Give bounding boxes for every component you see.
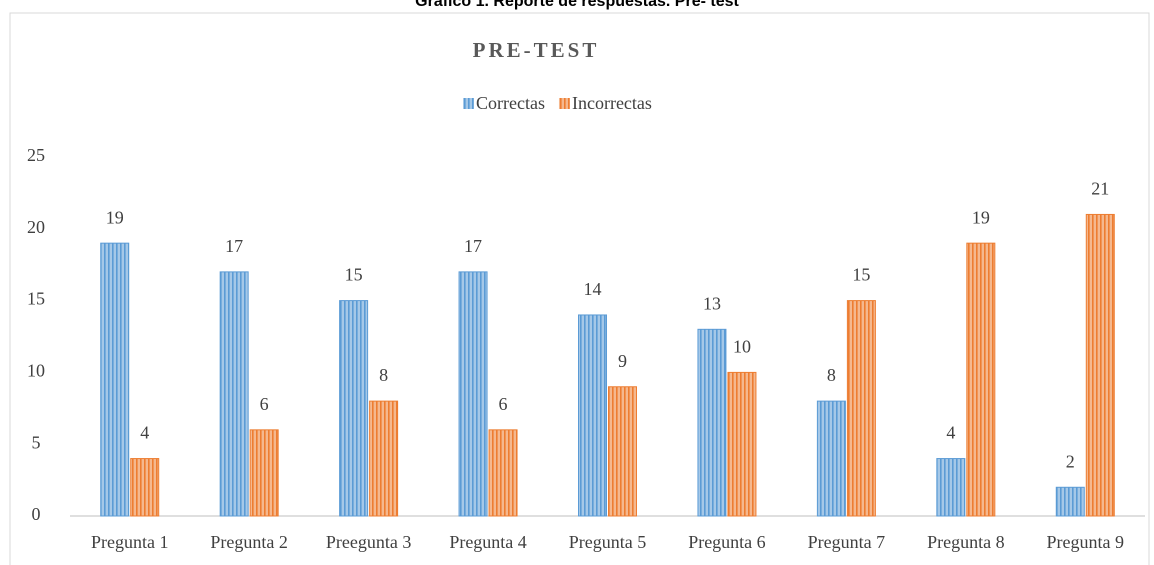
bar [578,314,607,517]
legend-label: Correctas [476,93,545,113]
x-tick-label: Pregunta 4 [449,532,526,552]
bar [846,300,876,517]
bar [697,328,727,517]
bar [936,458,966,517]
value-label: 15 [345,265,363,285]
bar [966,242,996,517]
value-label: 2 [1066,451,1075,471]
value-label: 4 [946,423,955,443]
value-label: 6 [260,394,269,414]
y-tick-label: 20 [27,217,45,237]
y-tick-label: 25 [27,145,45,165]
bar [339,300,369,517]
figure-caption: Gráfico 1. Reporte de respuestas. Pre- t… [415,0,739,10]
bar [458,271,488,517]
value-label: 6 [499,394,508,414]
bar [727,371,757,517]
value-label: 15 [852,265,870,285]
x-tick-label: Pregunta 2 [210,532,287,552]
y-tick-label: 0 [32,504,41,524]
value-label: 19 [106,207,124,227]
value-label: 8 [827,365,836,385]
value-label: 13 [703,293,721,313]
x-tick-label: Preegunta 3 [326,532,411,552]
value-label: 8 [379,365,388,385]
legend-swatch [558,98,570,109]
chart-title: PRE-TEST [473,38,600,62]
bar [249,429,279,517]
bar [1085,213,1115,517]
value-label: 4 [140,423,149,443]
bar [1055,486,1085,517]
bar [100,242,130,517]
x-tick-label: Pregunta 8 [927,532,1004,552]
bar [816,400,846,517]
value-label: 17 [464,236,482,256]
x-tick-label: Pregunta 1 [91,532,168,552]
bar [219,271,249,517]
x-tick-label: Pregunta 6 [688,532,765,552]
value-label: 17 [225,236,243,256]
x-tick-label: Pregunta 5 [569,532,646,552]
x-tick-label: Pregunta 9 [1047,532,1124,552]
value-label: 10 [733,337,751,357]
bar [369,400,399,517]
y-tick-label: 10 [27,361,45,381]
legend-swatch [463,98,474,109]
value-label: 14 [584,279,602,299]
bar [130,458,160,517]
y-tick-label: 5 [32,432,41,452]
value-label: 19 [972,207,990,227]
value-label: 21 [1091,179,1109,199]
x-tick-label: Pregunta 7 [808,532,885,552]
bar [608,386,637,517]
value-label: 9 [618,351,627,371]
bar [488,429,518,517]
y-tick-label: 15 [27,289,45,309]
legend-label: Incorrectas [572,93,652,113]
